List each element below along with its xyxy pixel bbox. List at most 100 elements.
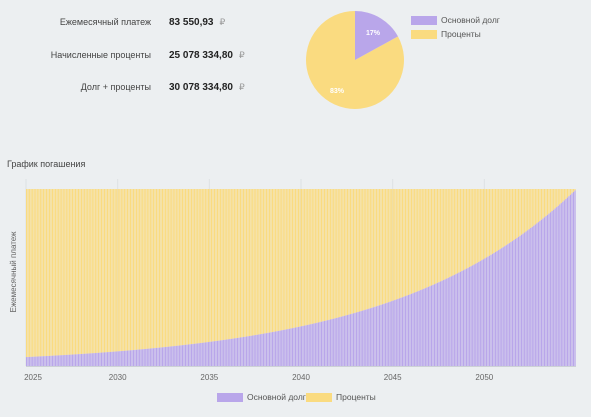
bar-interest xyxy=(513,189,515,241)
bar-principal xyxy=(189,344,191,366)
bar-principal xyxy=(435,283,437,366)
bar-interest xyxy=(242,189,245,338)
bar-interest xyxy=(473,189,475,265)
bar-principal xyxy=(68,354,70,366)
bar-interest xyxy=(478,189,480,262)
bar-interest xyxy=(461,189,463,272)
bar-interest xyxy=(157,189,159,348)
bar-principal xyxy=(496,251,498,366)
bar-principal xyxy=(197,343,199,366)
bar-principal xyxy=(346,315,349,366)
bar-principal xyxy=(99,352,101,366)
bar-interest xyxy=(522,189,524,234)
bar-principal xyxy=(414,292,416,366)
bar-interest xyxy=(291,189,294,329)
bar-principal xyxy=(271,332,274,366)
bar-interest xyxy=(204,189,206,343)
bar-interest xyxy=(485,189,488,258)
bar-principal xyxy=(349,314,352,366)
bar-interest xyxy=(481,189,483,261)
bar-interest xyxy=(548,189,550,214)
bar-principal xyxy=(375,306,378,366)
bar-interest xyxy=(168,189,170,347)
bar-interest xyxy=(365,189,367,310)
pie-legend-interest: Проценты xyxy=(411,29,481,40)
bar-interest xyxy=(406,189,408,296)
bar-principal xyxy=(475,263,477,366)
bar-principal xyxy=(194,343,196,366)
bar-principal xyxy=(490,254,492,366)
bar-principal xyxy=(29,356,31,366)
bar-interest xyxy=(490,189,492,255)
bar-principal xyxy=(285,329,287,366)
bar-interest xyxy=(61,189,63,356)
x-tick-label: 2045 xyxy=(384,373,402,382)
bar-interest xyxy=(499,189,501,250)
bar-interest xyxy=(160,189,162,348)
bar-interest xyxy=(352,189,355,314)
bar-principal xyxy=(165,347,167,366)
bar-principal xyxy=(39,356,41,366)
bar-principal xyxy=(129,350,132,366)
bar-interest xyxy=(126,189,129,351)
bar-principal xyxy=(301,326,303,366)
bar-principal xyxy=(117,351,119,366)
bar-interest xyxy=(216,189,219,341)
bar-interest xyxy=(140,189,142,350)
bar-interest xyxy=(378,189,381,306)
monthly-payment-label: Ежемесячный платеж xyxy=(59,17,151,27)
bar-interest xyxy=(165,189,167,348)
bar-interest xyxy=(270,189,272,333)
pie-legend-principal: Основной долг xyxy=(411,15,500,26)
bar-principal xyxy=(87,353,89,366)
bar-principal xyxy=(81,353,83,366)
bar-principal xyxy=(26,357,28,366)
bar-principal xyxy=(73,354,75,366)
bar-interest xyxy=(209,189,211,342)
bar-principal xyxy=(510,242,512,366)
x-tick-label: 2030 xyxy=(109,373,127,382)
bar-principal xyxy=(377,305,379,366)
bar-interest xyxy=(30,189,32,357)
bar-interest xyxy=(495,189,497,252)
bar-interest xyxy=(29,189,31,357)
bar-principal xyxy=(482,259,484,366)
bar-principal xyxy=(331,319,333,366)
bar-principal xyxy=(106,352,109,366)
bar-interest xyxy=(71,189,74,355)
grid-lines xyxy=(25,179,485,366)
bar-principal xyxy=(302,325,304,366)
bar-principal xyxy=(132,350,135,366)
bar-principal xyxy=(542,218,544,366)
bar-principal xyxy=(443,280,445,366)
bar-principal xyxy=(131,350,133,366)
bar-principal xyxy=(168,346,170,366)
bar-interest xyxy=(241,189,243,338)
bar-principal xyxy=(126,350,129,366)
bar-interest xyxy=(311,189,313,324)
bar-interest xyxy=(102,189,104,353)
bar-interest xyxy=(148,189,150,349)
bar-interest xyxy=(334,189,336,319)
legend-label-principal: Основной долг xyxy=(247,392,306,402)
bar-interest xyxy=(278,189,280,331)
bar-principal xyxy=(447,277,449,366)
bar-principal xyxy=(501,248,503,366)
bar-principal xyxy=(407,294,410,366)
bar-principal xyxy=(122,350,124,366)
bar-principal xyxy=(498,250,500,366)
bar-principal xyxy=(525,231,527,366)
bar-principal xyxy=(449,277,451,366)
bar-principal xyxy=(371,307,373,366)
bar-interest xyxy=(426,189,428,288)
bar-principal xyxy=(553,209,555,366)
bar-interest xyxy=(571,189,573,194)
bar-principal xyxy=(444,279,446,366)
bar-principal xyxy=(183,345,185,366)
bar-principal xyxy=(308,324,310,366)
pie-label-principal: 17% xyxy=(366,30,381,37)
bar-interest xyxy=(533,189,535,226)
bar-interest xyxy=(319,189,321,323)
bar-principal xyxy=(433,284,436,366)
bar-interest xyxy=(388,189,390,303)
